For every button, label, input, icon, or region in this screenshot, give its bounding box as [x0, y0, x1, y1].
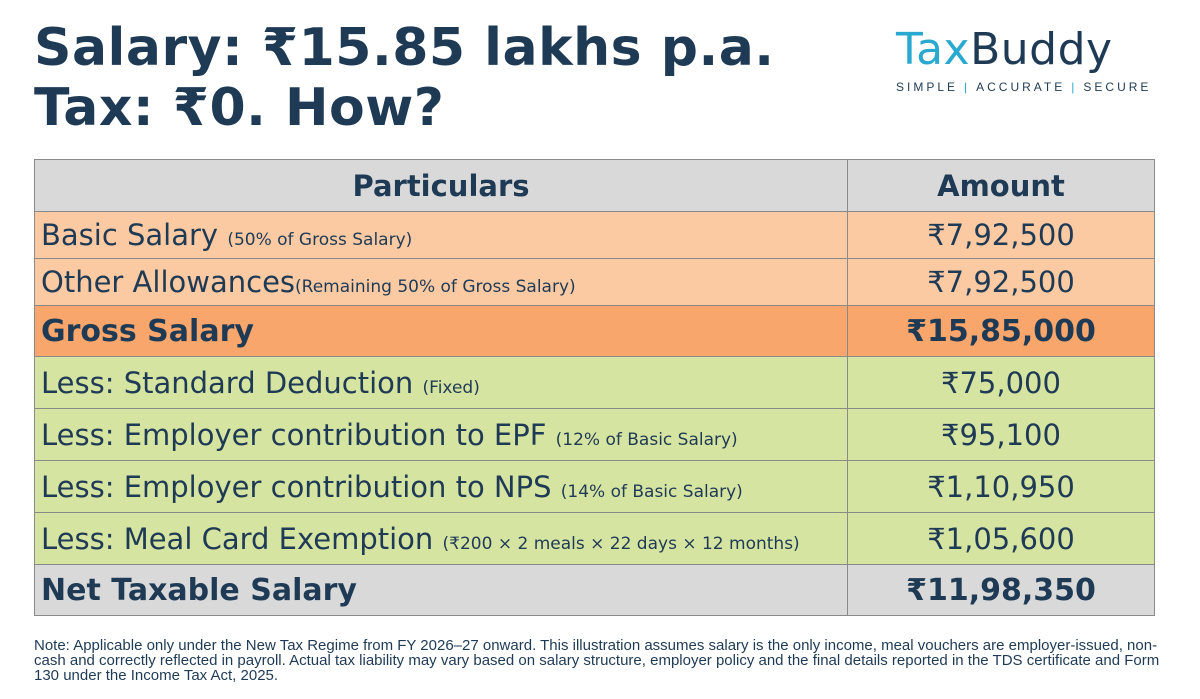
row-label: Basic Salary: [41, 218, 219, 252]
table-header-row: Particulars Amount: [34, 159, 1155, 212]
header-amount: Amount: [847, 159, 1155, 212]
table-row: Basic Salary (50% of Gross Salary) ₹7,92…: [34, 211, 1155, 259]
tagline-separator: |: [1071, 80, 1078, 94]
tagline-accurate: ACCURATE: [976, 80, 1066, 94]
row-label: Less: Standard Deduction: [41, 365, 414, 400]
row-label: Gross Salary: [41, 313, 254, 349]
row-label: Less: Employer contribution to EPF: [41, 417, 547, 452]
row-note: (14% of Basic Salary): [560, 481, 743, 502]
row-label: Less: Meal Card Exemption: [41, 521, 434, 556]
row-note: (12% of Basic Salary): [555, 429, 738, 450]
logo-word-buddy: Buddy: [970, 24, 1113, 75]
tagline-simple: SIMPLE: [896, 80, 959, 94]
row-note: (₹200 × 2 meals × 22 days × 12 months): [442, 533, 800, 554]
row-particular: Less: Meal Card Exemption (₹200 × 2 meal…: [34, 512, 848, 565]
row-particular: Less: Employer contribution to EPF (12% …: [34, 408, 848, 461]
table-row: Less: Standard Deduction (Fixed) ₹75,000: [34, 356, 1155, 409]
logo-word-tax: Tax: [896, 24, 971, 75]
table-row-net: Net Taxable Salary ₹11,98,350: [34, 564, 1155, 616]
headline: Salary: ₹15.85 lakhs p.a. Tax: ₹0. How?: [34, 18, 775, 138]
row-amount: ₹7,92,500: [847, 258, 1155, 306]
row-label: Net Taxable Salary: [41, 572, 357, 608]
row-particular: Less: Employer contribution to NPS (14% …: [34, 460, 848, 513]
tagline-separator: |: [964, 80, 971, 94]
row-amount: ₹11,98,350: [847, 564, 1155, 616]
row-amount: ₹1,05,600: [847, 512, 1155, 565]
table-row: Less: Meal Card Exemption (₹200 × 2 meal…: [34, 512, 1155, 565]
row-note: (Remaining 50% of Gross Salary): [295, 277, 576, 297]
row-amount: ₹15,85,000: [847, 305, 1155, 357]
row-particular: Gross Salary: [34, 305, 848, 357]
disclaimer-note: Note: Applicable only under the New Tax …: [34, 637, 1160, 684]
table-row-gross: Gross Salary ₹15,85,000: [34, 305, 1155, 357]
table-row: Less: Employer contribution to EPF (12% …: [34, 408, 1155, 461]
row-note: (Fixed): [422, 377, 480, 398]
row-amount: ₹1,10,950: [847, 460, 1155, 513]
row-label: Less: Employer contribution to NPS: [41, 469, 552, 504]
row-amount: ₹7,92,500: [847, 211, 1155, 259]
table-row: Other Allowances(Remaining 50% of Gross …: [34, 258, 1155, 306]
header-particulars: Particulars: [34, 159, 848, 212]
tagline-secure: SECURE: [1083, 80, 1152, 94]
row-particular: Less: Standard Deduction (Fixed): [34, 356, 848, 409]
row-amount: ₹95,100: [847, 408, 1155, 461]
row-amount: ₹75,000: [847, 356, 1155, 409]
taxbuddy-logo: TaxBuddy SIMPLE | ACCURATE | SECURE: [896, 22, 1148, 94]
row-particular: Basic Salary (50% of Gross Salary): [34, 211, 848, 259]
headline-tax: Tax: ₹0. How?: [34, 78, 445, 138]
logo-tagline: SIMPLE | ACCURATE | SECURE: [896, 80, 1148, 94]
salary-table: Particulars Amount Basic Salary (50% of …: [34, 159, 1155, 616]
table-row: Less: Employer contribution to NPS (14% …: [34, 460, 1155, 513]
row-note: (50% of Gross Salary): [227, 230, 413, 250]
logo-wordmark: TaxBuddy: [896, 22, 1146, 78]
row-particular: Net Taxable Salary: [34, 564, 848, 616]
headline-salary: Salary: ₹15.85 lakhs p.a.: [34, 18, 775, 78]
row-label: Other Allowances: [41, 265, 296, 299]
row-particular: Other Allowances(Remaining 50% of Gross …: [34, 258, 848, 306]
